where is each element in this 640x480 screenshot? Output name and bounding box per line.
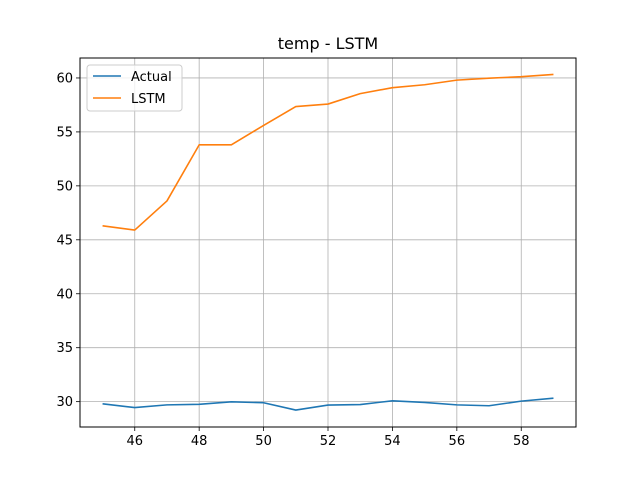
- legend-label: LSTM: [131, 92, 166, 107]
- legend: Actual LSTM: [86, 64, 183, 112]
- y-tick-label: 40: [56, 287, 73, 302]
- y-axis: 30 35 40 45 50 55 60: [56, 71, 80, 410]
- chart-title: temp - LSTM: [278, 34, 378, 53]
- x-tick-label: 52: [320, 434, 337, 449]
- y-tick-label: 50: [56, 179, 73, 194]
- x-tick-label: 56: [449, 434, 466, 449]
- x-tick-label: 58: [513, 434, 530, 449]
- x-tick-label: 50: [255, 434, 272, 449]
- x-tick-label: 54: [384, 434, 401, 449]
- series-lines: [102, 73, 554, 411]
- x-axis: 46 48 50 52 54 56 58: [126, 427, 530, 449]
- y-tick-label: 30: [56, 395, 73, 410]
- grid: [80, 58, 576, 427]
- y-tick-label: 55: [56, 125, 73, 140]
- y-tick-label: 60: [56, 71, 73, 86]
- legend-label: Actual: [131, 70, 172, 85]
- x-tick-label: 48: [191, 434, 208, 449]
- y-tick-label: 45: [56, 233, 73, 248]
- x-tick-label: 46: [126, 434, 143, 449]
- y-tick-label: 35: [56, 341, 73, 356]
